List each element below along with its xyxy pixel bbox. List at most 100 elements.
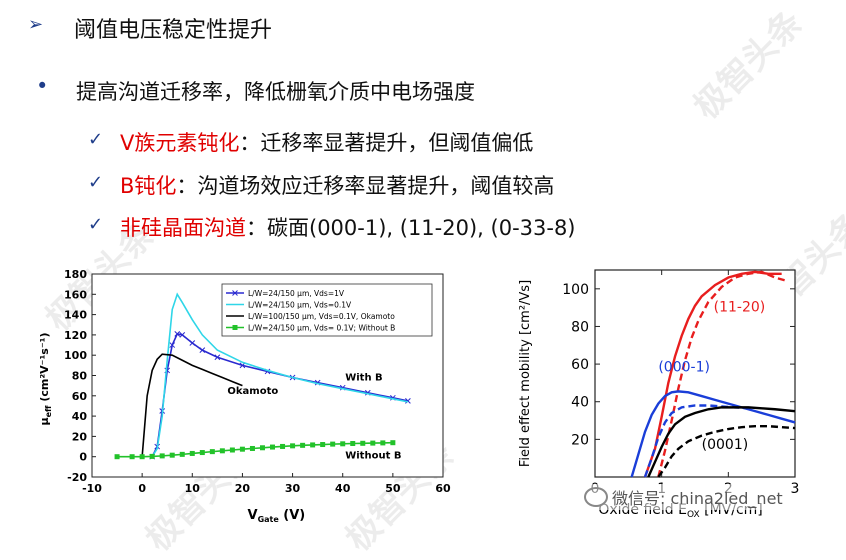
y-axis-label: μeff (cm²V⁻¹s⁻¹) (38, 332, 53, 425)
legend-marker (232, 290, 238, 296)
y-tick-label: 100 (562, 282, 589, 298)
list-item-highlight: B钝化 (120, 174, 177, 198)
y-tick-label: 140 (64, 309, 87, 322)
data-point (390, 440, 396, 446)
y-tick-label: 40 (571, 395, 589, 411)
slide-title-text: 阈值电压稳定性提升 (74, 18, 273, 43)
data-point (360, 440, 366, 446)
annotation-11-20: (11-20) (714, 299, 766, 315)
data-point (189, 450, 195, 456)
list-item-highlight: 非硅晶面沟道 (120, 216, 246, 240)
legend-box (221, 283, 433, 337)
x-tick-label: 50 (385, 482, 401, 495)
data-point (199, 347, 206, 353)
data-point (179, 451, 185, 457)
wechat-caption: 微信号: china2led_net (580, 484, 787, 510)
x-tick-label: 40 (335, 482, 351, 495)
series-line (630, 390, 796, 478)
data-point (290, 443, 296, 449)
data-point (174, 331, 181, 337)
data-point (219, 448, 225, 454)
x-tick-label: 30 (285, 482, 301, 495)
wechat-icon (584, 487, 608, 507)
data-point (370, 440, 376, 446)
legend-label: L/W=100/150 μm, Vds=0.1V, Okamoto (248, 312, 395, 321)
data-point (405, 398, 411, 404)
check-icon: ✓ (88, 172, 104, 193)
y-tick-label: 40 (72, 410, 88, 423)
legend-marker (232, 325, 238, 330)
y-tick-label: 120 (64, 329, 87, 342)
data-point (114, 454, 120, 460)
data-point (340, 441, 346, 447)
y-tick-label: 80 (571, 319, 589, 335)
y-tick-label: 0 (79, 451, 87, 464)
data-point (249, 445, 255, 451)
y-tick-label: 160 (64, 288, 87, 301)
check-icon: ✓ (88, 214, 104, 235)
data-point (169, 342, 176, 348)
data-point (350, 441, 356, 447)
series-line (141, 353, 243, 457)
y-tick-label: 100 (64, 349, 87, 362)
data-point (179, 332, 186, 338)
y-tick-label: 80 (72, 370, 88, 383)
wechat-caption-text: 微信号: china2led_net (612, 489, 783, 508)
data-point (159, 453, 165, 459)
x-tick-label: 60 (435, 482, 451, 495)
data-point (214, 354, 221, 361)
watermark: 极智头条 (686, 2, 811, 128)
dot-bullet-icon: • (36, 74, 49, 98)
series-line (117, 441, 393, 458)
list-item-highlight: V族元素钝化 (120, 131, 240, 155)
x-axis-label: VGate (V) (248, 508, 306, 524)
data-point (280, 443, 286, 449)
arrow-bullet-icon: ➢ (28, 14, 44, 35)
series-line (657, 424, 796, 478)
mobility-vs-gate-voltage-chart: -10 0 10 20 30 40 50 60 -20 0 20 40 60 80 100 120 140 160… (38, 268, 451, 524)
data-point (380, 440, 386, 446)
annotation-000-1: (000-1) (658, 360, 710, 376)
x-tick-label: 10 (185, 482, 201, 495)
data-point (229, 447, 235, 453)
x-tick-label: 3 (791, 481, 800, 497)
data-point (129, 454, 135, 460)
x-tick-label: 0 (138, 482, 146, 495)
data-point (270, 444, 276, 450)
list-item-text: ：沟道场效应迁移率显著提升，阈值较高 (176, 174, 555, 198)
annotation-with-b: With B (345, 373, 382, 384)
data-point (199, 450, 205, 456)
main-bullet-text: 提高沟道迁移率，降低栅氧介质中电场强度 (76, 80, 475, 104)
data-point (189, 340, 196, 346)
check-icon: ✓ (88, 129, 104, 150)
data-point (320, 442, 326, 448)
data-point (209, 449, 215, 455)
data-point (149, 453, 155, 459)
y-tick-label: 180 (64, 268, 87, 281)
list-item-text: ：迁移率显著提升，但阈值偏低 (239, 131, 534, 155)
legend-label: L/W=24/150 μm, Vds=0.1V (248, 301, 352, 310)
x-tick-label: -10 (82, 482, 102, 495)
annotation-okamoto: Okamoto (227, 386, 278, 397)
y-tick-label: -20 (67, 471, 87, 484)
legend-label: L/W=24/150 μm, Vds= 0.1V; Without B (248, 324, 395, 333)
data-point (310, 442, 316, 448)
legend-label: L/W=24/150 μm, Vds=1V (248, 289, 345, 298)
list-item-text: ：碳面(000-1), (11-20), (0-33-8) (246, 216, 576, 240)
y-tick-label: 20 (72, 430, 88, 443)
data-point (259, 445, 265, 451)
data-point (169, 452, 175, 458)
series-line (647, 406, 796, 478)
x-tick-label: 20 (235, 482, 251, 495)
y-tick-label: 60 (72, 390, 88, 403)
y-axis-label: Field effect mobility [cm²/Vs] (518, 280, 533, 467)
annotation-without-b: Without B (345, 451, 401, 462)
annotation-0001: (0001) (702, 437, 749, 453)
data-point (139, 454, 145, 460)
series-line (151, 292, 409, 458)
y-tick-label: 20 (571, 432, 589, 448)
y-tick-label: 60 (571, 357, 589, 373)
data-point (330, 441, 336, 447)
series-line (657, 270, 789, 478)
data-point (300, 442, 306, 448)
